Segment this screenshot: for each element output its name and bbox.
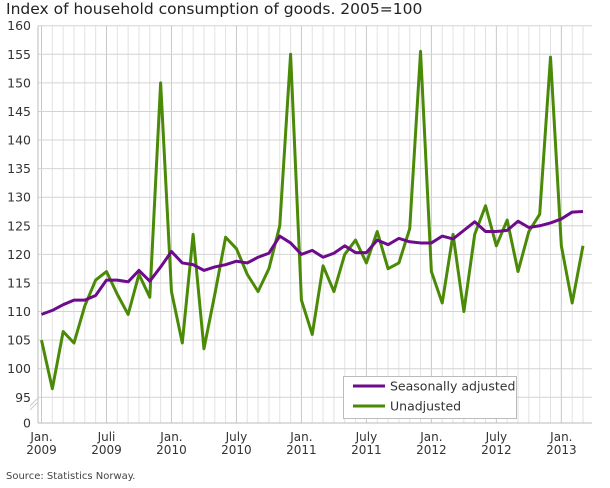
x-tick-label: 2011: [286, 443, 317, 457]
y-tick-label: 100: [7, 361, 31, 376]
legend: Seasonally adjusted Unadjusted: [343, 376, 517, 419]
axis-break-mark: [29, 397, 39, 407]
y-tick-label: 155: [7, 47, 31, 62]
x-tick-label: Jan.: [419, 430, 442, 444]
legend-label: Seasonally adjusted: [390, 379, 515, 394]
y-tick-label: 140: [7, 133, 31, 148]
y-tick-label: 130: [7, 190, 31, 205]
y-tick-label: 110: [7, 304, 31, 319]
x-tick-label: 2009: [91, 443, 122, 457]
axis-break-mark: [29, 401, 39, 411]
x-tick-label: 2009: [26, 443, 57, 457]
series-seasonally-adjusted: [40, 210, 584, 316]
y-tick-label: 115: [7, 275, 31, 290]
y-tick-label: 120: [7, 247, 31, 262]
x-tick-label: Jan.: [159, 430, 182, 444]
y-tick-label: 135: [7, 161, 31, 176]
legend-label: Unadjusted: [390, 399, 461, 414]
y-tick-label: 145: [7, 104, 31, 119]
x-tick-label: 2011: [351, 443, 382, 457]
x-tick-label: 2012: [416, 443, 447, 457]
chart-title: Index of household consumption of goods.…: [6, 0, 423, 18]
y-tick-label: 125: [7, 218, 31, 233]
x-tick-label: July: [225, 430, 248, 444]
source-note: Source: Statistics Norway.: [6, 471, 136, 482]
y-tick-label: 150: [7, 75, 31, 90]
y-tick-label: 105: [7, 333, 31, 348]
x-tick-label: 2010: [156, 443, 187, 457]
x-tick-label: Jan.: [289, 430, 312, 444]
x-tick-label: July: [355, 430, 378, 444]
x-tick-label: Juli: [97, 430, 116, 444]
x-tick-label: July: [485, 430, 508, 444]
x-tick-label: 2013: [546, 443, 577, 457]
y-tick-label: 160: [7, 18, 31, 33]
legend-box: [343, 376, 517, 419]
y-tick-label: 0: [23, 416, 31, 431]
x-tick-label: Jan.: [549, 430, 572, 444]
x-tick-label: Jan.: [29, 430, 52, 444]
y-tick-label: 95: [15, 390, 31, 405]
x-tick-label: 2010: [221, 443, 252, 457]
x-tick-label: 2012: [481, 443, 512, 457]
